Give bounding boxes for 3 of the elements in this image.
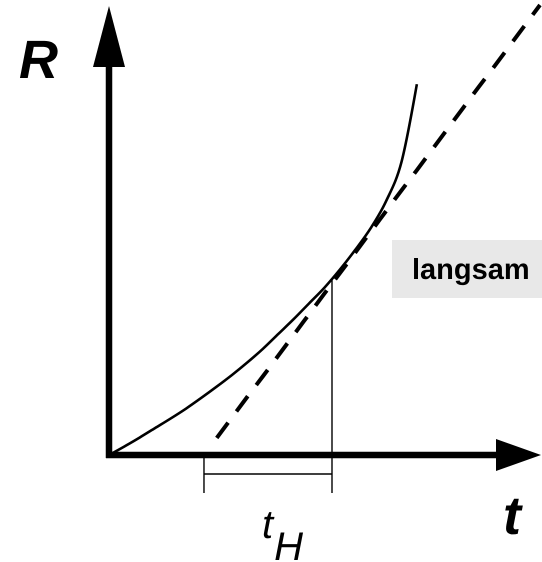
annotation: langsam bbox=[412, 254, 530, 286]
y-axis-title: R bbox=[19, 30, 58, 90]
x-axis-title: t bbox=[503, 486, 523, 546]
